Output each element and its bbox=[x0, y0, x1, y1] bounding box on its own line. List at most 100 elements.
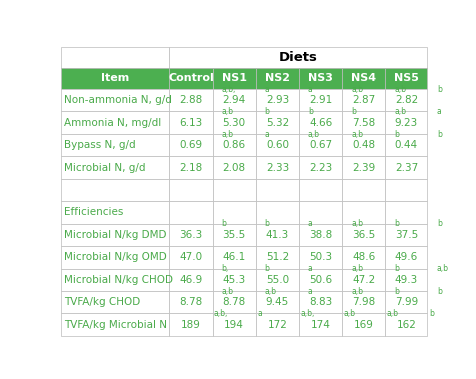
Text: b: b bbox=[394, 264, 398, 273]
Text: a: a bbox=[436, 107, 441, 116]
Bar bbox=[385, 68, 426, 89]
Bar bbox=[212, 111, 255, 134]
Text: 162: 162 bbox=[396, 319, 416, 330]
Bar bbox=[255, 111, 298, 134]
Bar bbox=[298, 134, 341, 156]
Text: b: b bbox=[264, 107, 269, 116]
Text: a,b: a,b bbox=[350, 264, 362, 273]
Text: a: a bbox=[257, 309, 261, 318]
Text: a,b: a,b bbox=[264, 287, 276, 296]
Text: 172: 172 bbox=[267, 319, 287, 330]
Text: 46.9: 46.9 bbox=[179, 275, 202, 285]
Text: a,b: a,b bbox=[394, 85, 406, 94]
Bar bbox=[169, 291, 212, 313]
Text: 174: 174 bbox=[310, 319, 330, 330]
Text: 49.6: 49.6 bbox=[394, 252, 417, 262]
Text: 2.94: 2.94 bbox=[222, 95, 245, 105]
Bar bbox=[341, 313, 385, 336]
Text: 0.67: 0.67 bbox=[308, 140, 331, 150]
Text: 7.99: 7.99 bbox=[394, 297, 417, 307]
Text: 48.6: 48.6 bbox=[351, 252, 375, 262]
Text: a,b: a,b bbox=[394, 107, 406, 116]
Text: 2.82: 2.82 bbox=[394, 95, 417, 105]
Bar bbox=[61, 179, 169, 201]
Bar bbox=[212, 291, 255, 313]
Bar bbox=[298, 68, 341, 89]
Bar bbox=[341, 246, 385, 268]
Text: a,b: a,b bbox=[350, 219, 362, 228]
Text: Item: Item bbox=[101, 74, 129, 83]
Text: 46.1: 46.1 bbox=[222, 252, 245, 262]
Text: a,b: a,b bbox=[221, 130, 233, 138]
Bar bbox=[169, 47, 426, 68]
Text: a,b: a,b bbox=[221, 107, 233, 116]
Bar bbox=[61, 47, 169, 68]
Text: b: b bbox=[436, 85, 441, 94]
Text: a,b: a,b bbox=[350, 85, 362, 94]
Text: Diets: Diets bbox=[278, 51, 317, 64]
Bar bbox=[212, 268, 255, 291]
Text: 49.3: 49.3 bbox=[394, 275, 417, 285]
Text: a: a bbox=[264, 130, 269, 138]
Bar bbox=[169, 313, 212, 336]
Text: a,b: a,b bbox=[386, 309, 398, 318]
Text: 8.78: 8.78 bbox=[179, 297, 202, 307]
Text: NS2: NS2 bbox=[264, 74, 289, 83]
Bar bbox=[341, 291, 385, 313]
Bar bbox=[212, 179, 255, 201]
Bar bbox=[255, 201, 298, 224]
Text: NS3: NS3 bbox=[307, 74, 332, 83]
Text: 9.23: 9.23 bbox=[394, 117, 417, 128]
Bar bbox=[298, 89, 341, 111]
Text: 7.98: 7.98 bbox=[351, 297, 375, 307]
Text: 194: 194 bbox=[224, 319, 244, 330]
Bar bbox=[212, 201, 255, 224]
Text: Ammonia N, mg/dl: Ammonia N, mg/dl bbox=[64, 117, 160, 128]
Bar bbox=[255, 224, 298, 246]
Text: 37.5: 37.5 bbox=[394, 230, 417, 240]
Text: b: b bbox=[428, 309, 433, 318]
Text: b: b bbox=[394, 287, 398, 296]
Text: b: b bbox=[436, 287, 441, 296]
Bar bbox=[61, 246, 169, 268]
Text: b: b bbox=[436, 130, 441, 138]
Text: a: a bbox=[264, 85, 269, 94]
Text: a,b,: a,b, bbox=[221, 85, 236, 94]
Bar bbox=[61, 89, 169, 111]
Text: 2.08: 2.08 bbox=[222, 163, 245, 172]
Bar bbox=[169, 201, 212, 224]
Bar bbox=[169, 156, 212, 179]
Text: 189: 189 bbox=[181, 319, 200, 330]
Bar bbox=[341, 111, 385, 134]
Bar bbox=[169, 68, 212, 89]
Bar bbox=[255, 89, 298, 111]
Bar bbox=[298, 201, 341, 224]
Text: b: b bbox=[221, 219, 226, 228]
Bar bbox=[385, 291, 426, 313]
Bar bbox=[298, 313, 341, 336]
Text: 2.91: 2.91 bbox=[308, 95, 331, 105]
Bar bbox=[212, 313, 255, 336]
Bar bbox=[212, 134, 255, 156]
Bar bbox=[61, 156, 169, 179]
Text: b: b bbox=[307, 107, 312, 116]
Bar bbox=[61, 224, 169, 246]
Text: TVFA/kg Microbial N: TVFA/kg Microbial N bbox=[64, 319, 166, 330]
Bar bbox=[61, 111, 169, 134]
Bar bbox=[61, 134, 169, 156]
Text: a: a bbox=[307, 85, 312, 94]
Text: a,b: a,b bbox=[350, 287, 362, 296]
Bar bbox=[255, 246, 298, 268]
Bar bbox=[255, 179, 298, 201]
Bar bbox=[298, 224, 341, 246]
Bar bbox=[212, 246, 255, 268]
Text: 36.5: 36.5 bbox=[351, 230, 375, 240]
Text: Bypass N, g/d: Bypass N, g/d bbox=[64, 140, 135, 150]
Bar bbox=[212, 156, 255, 179]
Text: a,b: a,b bbox=[307, 130, 319, 138]
Bar bbox=[255, 268, 298, 291]
Bar bbox=[169, 89, 212, 111]
Text: 0.60: 0.60 bbox=[265, 140, 288, 150]
Text: a: a bbox=[307, 219, 312, 228]
Bar bbox=[298, 156, 341, 179]
